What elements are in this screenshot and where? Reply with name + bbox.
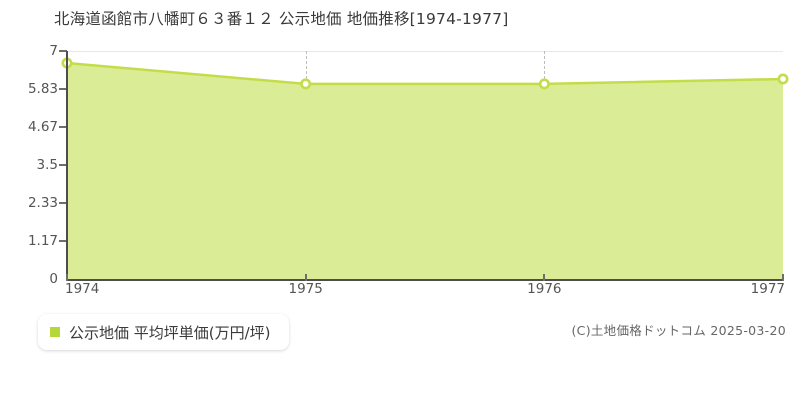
- x-axis-tick-mark: [66, 274, 68, 281]
- legend-item-label: 公示地価 平均坪単価(万円/坪): [69, 323, 271, 342]
- y-axis-tick-label: 3.5: [36, 157, 58, 173]
- y-axis-tick-label: 7: [49, 43, 58, 59]
- x-axis-tick-mark: [304, 274, 307, 281]
- y-axis-line: [66, 51, 68, 280]
- y-axis-tick-label: 4.67: [27, 118, 58, 135]
- legend-swatch-icon: [50, 327, 60, 337]
- y-axis-tick-mark: [59, 88, 67, 91]
- series-line: [66, 61, 784, 86]
- y-axis-tick-label: 1.17: [27, 232, 58, 249]
- plot-surface: [59, 50, 789, 281]
- y-axis-tick-label: 0: [49, 271, 58, 287]
- data-point-marker[interactable]: [538, 78, 550, 90]
- y-axis-labels: 0 1.17 2.33 3.5 4.67 5.83 7: [0, 43, 58, 287]
- copyright-notice: (C)土地価格ドットコム 2025-03-20: [571, 323, 786, 338]
- area-series: [61, 57, 789, 280]
- x-axis-tick-mark: [543, 274, 546, 281]
- y-axis-tick-mark: [59, 202, 67, 205]
- series-area-fill: [67, 63, 783, 280]
- y-axis-tick-mark: [59, 125, 67, 128]
- chart-legend[interactable]: 公示地価 平均坪単価(万円/坪): [38, 314, 289, 350]
- x-axis-line: [66, 279, 784, 281]
- y-axis-tick-mark: [59, 239, 67, 242]
- gridline-horizontal: [67, 51, 783, 52]
- data-point-marker[interactable]: [300, 78, 312, 90]
- x-axis-tick-label: 1974: [65, 281, 100, 297]
- y-axis-tick-label: 5.83: [27, 81, 58, 98]
- chart-plot-area: [59, 50, 789, 281]
- x-axis-tick-label: 1977: [750, 281, 785, 297]
- y-axis-tick-label: 2.33: [27, 195, 58, 212]
- x-axis-tick-label: 1976: [527, 281, 562, 297]
- x-axis-labels: 1974 1975 1976 1977: [65, 274, 785, 303]
- x-axis-tick-mark: [782, 274, 784, 281]
- x-axis-tick-label: 1975: [288, 281, 323, 297]
- y-axis-tick-mark: [59, 164, 67, 166]
- y-axis-tick-mark: [59, 50, 67, 52]
- page-title: 北海道函館市八幡町６３番１２ 公示地価 地価推移[1974-1977]: [54, 10, 509, 28]
- data-point-marker[interactable]: [777, 73, 789, 85]
